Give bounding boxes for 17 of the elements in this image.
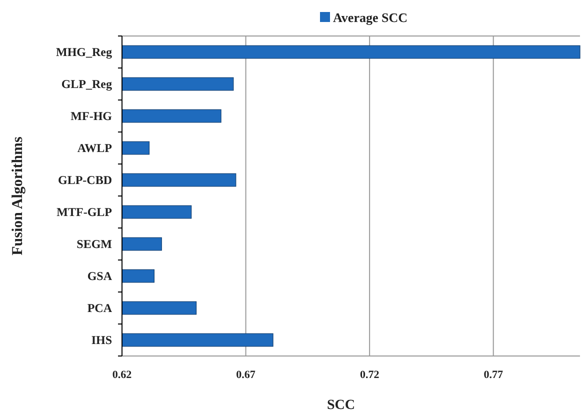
- x-tick-label: 0.67: [236, 368, 256, 381]
- y-tick-label: GLP_Reg: [61, 76, 112, 91]
- y-tick-label: MHG_Reg: [56, 44, 112, 59]
- y-tick-label: IHS: [91, 332, 112, 347]
- x-tick-label: 0.72: [360, 368, 380, 381]
- y-tick-label: GLP-CBD: [58, 172, 112, 187]
- y-tick-label: MTF-GLP: [56, 204, 112, 219]
- x-tick-label: 0.77: [484, 368, 504, 381]
- x-axis-title: SCC: [326, 398, 356, 413]
- y-tick-label: MF-HG: [70, 108, 112, 123]
- x-tick-label: 0.62: [112, 368, 132, 381]
- y-tick-label: AWLP: [77, 140, 112, 155]
- y-tick-label: PCA: [87, 300, 112, 315]
- legend-label: Average SCC: [333, 10, 408, 25]
- y-tick-label: SEGM: [76, 236, 112, 251]
- y-tick-label: GSA: [87, 268, 112, 283]
- y-axis-title: Fusion Algorithms: [10, 136, 26, 256]
